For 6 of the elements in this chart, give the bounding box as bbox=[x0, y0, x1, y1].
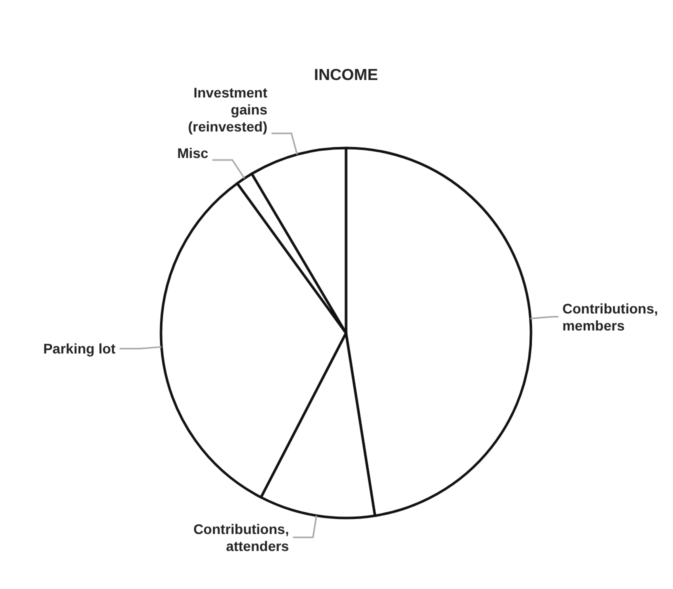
slice-label: Parking lot bbox=[43, 340, 116, 357]
slice-label: Misc bbox=[177, 144, 209, 161]
slice-label: Investment gains (reinvested) bbox=[188, 84, 268, 134]
chart-title: INCOME bbox=[314, 67, 378, 84]
slice-label: Contributions, members bbox=[562, 300, 658, 334]
slice-label: Contributions, attenders bbox=[193, 520, 290, 554]
